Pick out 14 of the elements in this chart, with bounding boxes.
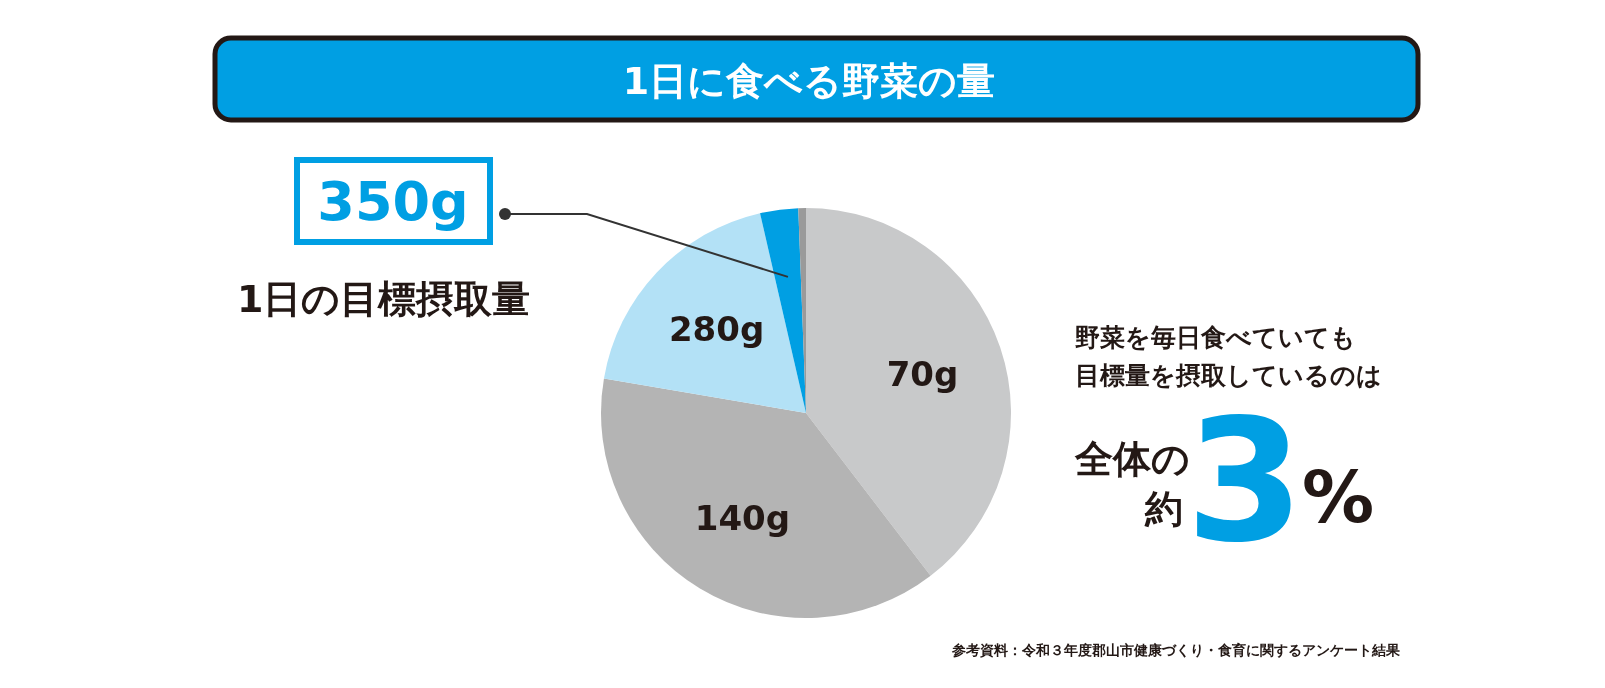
- text: %: [1301, 455, 1375, 539]
- chart-title: 1日に食べる野菜の量: [622, 59, 996, 103]
- text: 全体の: [1074, 437, 1190, 481]
- text: 参考資料：令和３年度郡山市健康づくり・食育に関するアンケート結果: [951, 642, 1401, 658]
- pie-slice: [760, 208, 806, 413]
- text: 1日の目標摂取量: [237, 277, 531, 321]
- text: 野菜を毎日食べていても: [1075, 323, 1356, 352]
- slice-label: 70g: [886, 353, 959, 394]
- pie-slice: [806, 208, 1011, 576]
- pie-slice: [603, 213, 806, 413]
- slice-label: 140g: [694, 498, 791, 539]
- text: 約: [1144, 487, 1183, 531]
- slice-label: 350g: [317, 170, 469, 233]
- slice-label: 280g: [668, 308, 765, 349]
